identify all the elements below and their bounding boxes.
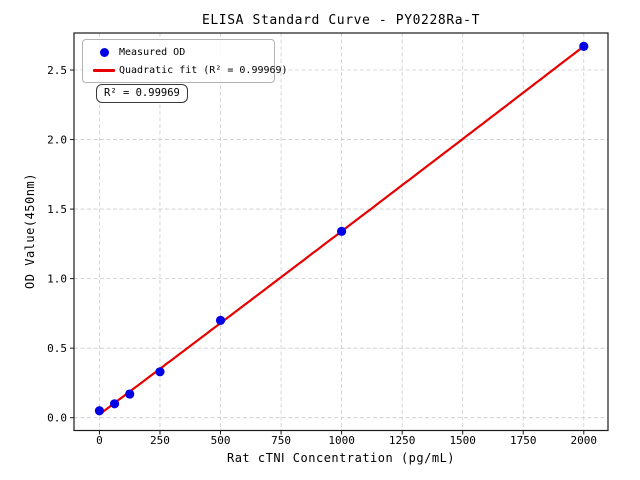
r-squared-annotation: R² = 0.99969 bbox=[96, 84, 188, 103]
data-point bbox=[337, 226, 347, 236]
x-tick-label: 1750 bbox=[510, 434, 537, 447]
chart-title: ELISA Standard Curve - PY0228Ra-T bbox=[201, 13, 481, 28]
data-point bbox=[215, 315, 226, 325]
y-tick-label: 1.5 bbox=[47, 203, 67, 216]
data-point bbox=[125, 389, 135, 399]
y-tick-label: 0.0 bbox=[47, 412, 67, 425]
scatter-marker-icon bbox=[89, 47, 119, 57]
y-axis-label: OD Value(450nm) bbox=[23, 173, 37, 289]
x-tick-label: 250 bbox=[150, 434, 170, 447]
legend-item-measured-od: Measured OD bbox=[89, 45, 266, 59]
data-point bbox=[155, 367, 165, 377]
legend-item-quadratic-fit: Quadratic fit (R² = 0.99969) bbox=[89, 63, 288, 77]
data-point bbox=[94, 406, 105, 416]
y-tick-label: 2.5 bbox=[47, 64, 67, 77]
data-point bbox=[579, 41, 589, 51]
data-point bbox=[109, 399, 120, 409]
x-tick-label: 750 bbox=[271, 434, 291, 447]
x-tick-label: 0 bbox=[96, 434, 103, 447]
line-marker-icon bbox=[89, 68, 119, 72]
y-tick-label: 2.0 bbox=[47, 134, 67, 147]
x-tick-label: 2000 bbox=[571, 434, 598, 447]
x-tick-label: 1000 bbox=[328, 434, 355, 447]
y-tick-label: 1.0 bbox=[47, 273, 67, 286]
legend: Measured OD Quadratic fit (R² = 0.99969) bbox=[82, 39, 288, 83]
x-axis-label: Rat cTNⅠ Concentration (pg/mL) bbox=[226, 451, 456, 465]
legend-label: Measured OD bbox=[119, 46, 186, 58]
legend-label: Quadratic fit (R² = 0.99969) bbox=[119, 64, 288, 76]
y-tick-label: 0.5 bbox=[47, 342, 67, 355]
x-tick-label: 1250 bbox=[389, 434, 416, 447]
x-tick-label: 500 bbox=[211, 434, 231, 447]
x-tick-label: 1500 bbox=[449, 434, 476, 447]
axes-spines bbox=[73, 32, 609, 432]
